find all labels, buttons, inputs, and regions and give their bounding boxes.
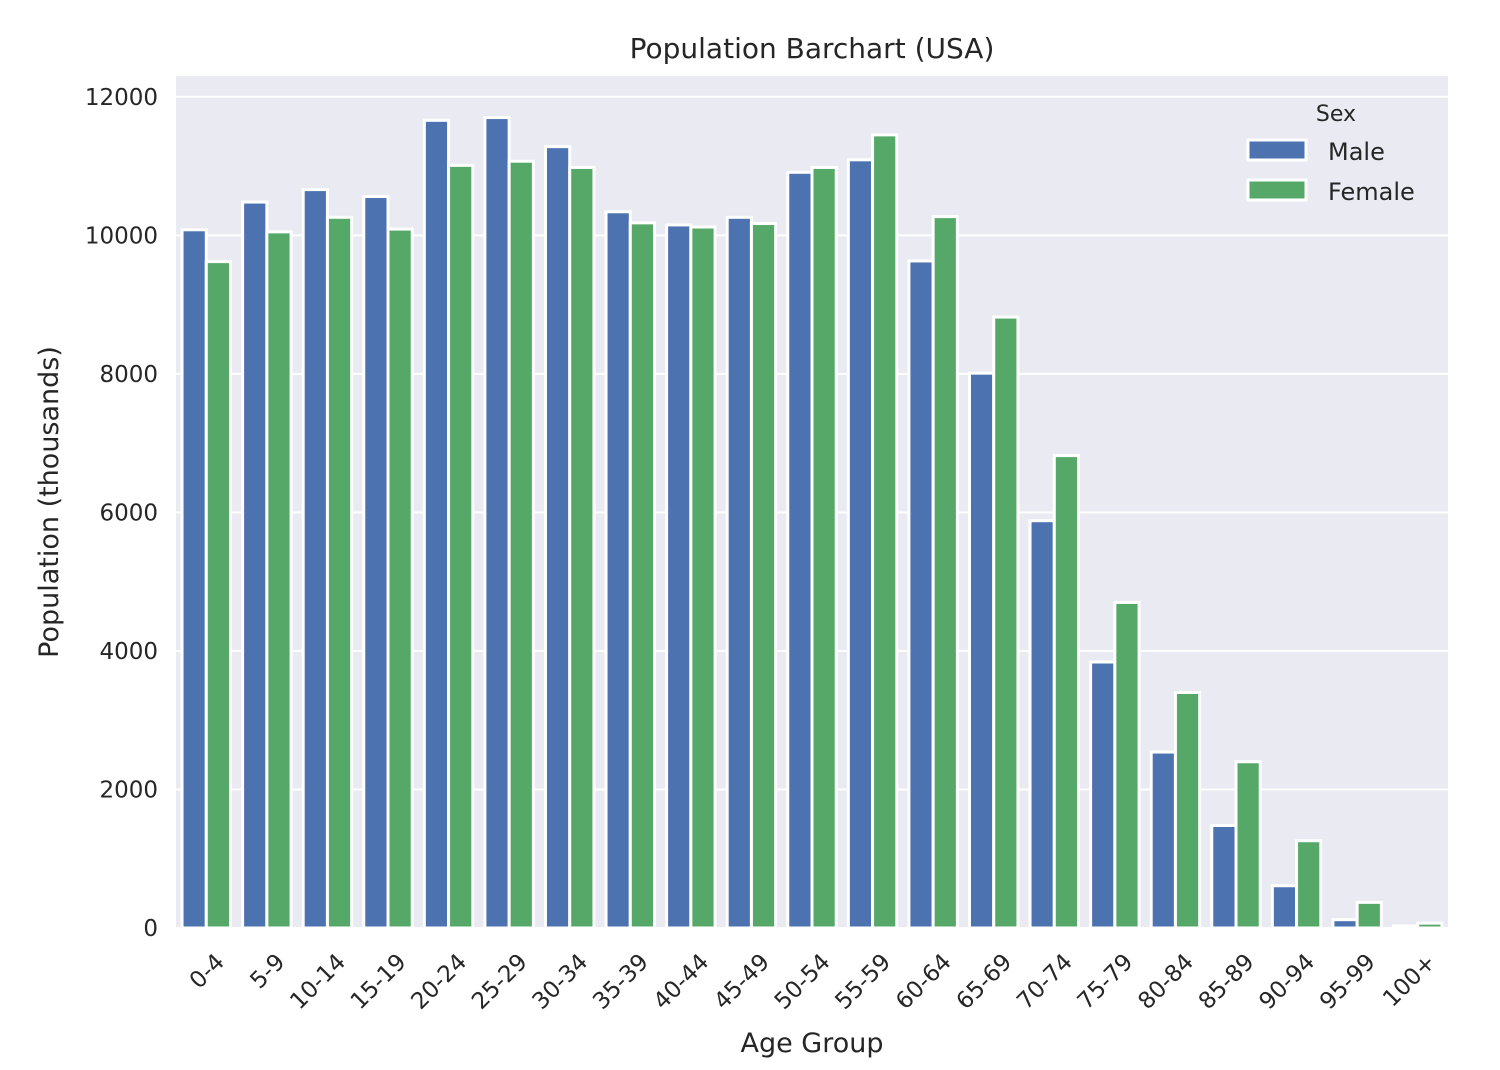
bar-female-25-29 [507,159,535,930]
legend-title: Sex [1316,102,1356,127]
x-tick-label: 70-74 [1012,949,1078,1015]
bar-male-55-59 [846,158,875,930]
bar-female-50-54 [810,165,838,930]
y-tick-label: 0 [143,916,158,942]
x-tick-label: 55-59 [830,949,896,1015]
x-tick-label: 0-4 [185,949,230,994]
x-tick-label: 5-9 [245,949,290,994]
y-axis-label: Population (thousands) [34,346,65,658]
x-axis-label: Age Group [740,1028,883,1059]
x-tick-label: 95-99 [1315,949,1381,1015]
bar-male-90-94 [1270,884,1299,930]
x-axis-ticks: 0-4 5-910-1415-1920-2425-2930-3435-3940-4… [185,949,1441,1015]
legend-swatch-female [1246,178,1308,202]
legend-label-female: Female [1328,178,1415,206]
x-tick-label: 10-14 [285,949,351,1015]
bar-male-40-44 [665,223,693,930]
x-tick-label: 50-54 [770,949,836,1015]
x-tick-label: 100+ [1378,949,1441,1012]
x-tick-label: 85-89 [1194,949,1260,1015]
y-tick-label: 4000 [99,639,158,665]
bar-male-95-99 [1331,918,1359,930]
bar-male-10-14 [301,188,329,930]
bar-male-85-89 [1210,823,1238,930]
x-tick-label: 40-44 [649,949,715,1015]
bar-female-0-4 [204,260,233,930]
bar-male-50-54 [786,170,814,930]
bar-female-35-39 [628,221,657,930]
bar-male-30-34 [543,145,572,930]
bar-female-95-99 [1355,900,1383,930]
bar-female-55-59 [871,133,899,930]
x-tick-label: 45-49 [709,949,775,1015]
bar-female-75-79 [1113,600,1141,930]
legend-swatch-male [1246,138,1308,162]
x-tick-label: 75-79 [1073,949,1139,1015]
bar-male-60-64 [907,259,935,930]
bar-female-90-94 [1295,839,1323,930]
y-tick-label: 10000 [85,223,158,249]
legend: Sex Male Female [1246,102,1415,206]
y-tick-label: 2000 [99,777,158,803]
x-tick-label: 20-24 [406,949,472,1015]
bar-male-80-84 [1149,750,1177,930]
bar-male-35-39 [604,210,632,930]
y-tick-label: 8000 [99,362,158,388]
bar-female-15-19 [386,227,414,930]
bar-male-75-79 [1089,660,1117,930]
x-tick-label: 35-39 [588,949,654,1015]
bar-female-10-14 [325,215,354,930]
bar-female-5-9 [265,230,293,930]
bar-male-65-69 [967,371,996,930]
bar-female-65-69 [992,315,1020,930]
bar-male-15-19 [362,195,390,930]
bar-male-70-74 [1028,519,1056,930]
bar-female-70-74 [1052,454,1081,930]
bar-female-100+ [1416,921,1444,930]
x-tick-label: 65-69 [952,949,1018,1015]
y-axis-ticks: 0 2000 4000 6000 8000 10000 12000 [85,85,158,942]
y-tick-label: 6000 [99,500,158,526]
legend-label-male: Male [1328,138,1385,166]
bars [180,116,1444,930]
x-tick-label: 60-64 [891,949,957,1015]
bar-male-25-29 [483,116,511,930]
bar-female-45-49 [749,222,778,930]
x-tick-label: 25-29 [467,949,533,1015]
bar-female-20-24 [447,163,475,930]
x-tick-label: 80-84 [1133,949,1199,1015]
bar-male-100+ [1391,924,1420,930]
bar-female-85-89 [1234,760,1262,930]
bar-female-30-34 [568,165,596,930]
x-tick-label: 15-19 [346,949,412,1015]
bar-female-80-84 [1173,690,1202,930]
bar-male-5-9 [241,200,269,930]
bar-male-20-24 [422,118,451,930]
bar-male-45-49 [725,215,753,930]
bar-male-0-4 [180,228,208,930]
bar-female-60-64 [931,215,959,930]
x-tick-label: 90-94 [1254,949,1320,1015]
bar-female-40-44 [689,225,717,930]
x-tick-label: 30-34 [528,949,594,1015]
chart-title: Population Barchart (USA) [630,32,995,65]
y-tick-label: 12000 [85,85,158,111]
